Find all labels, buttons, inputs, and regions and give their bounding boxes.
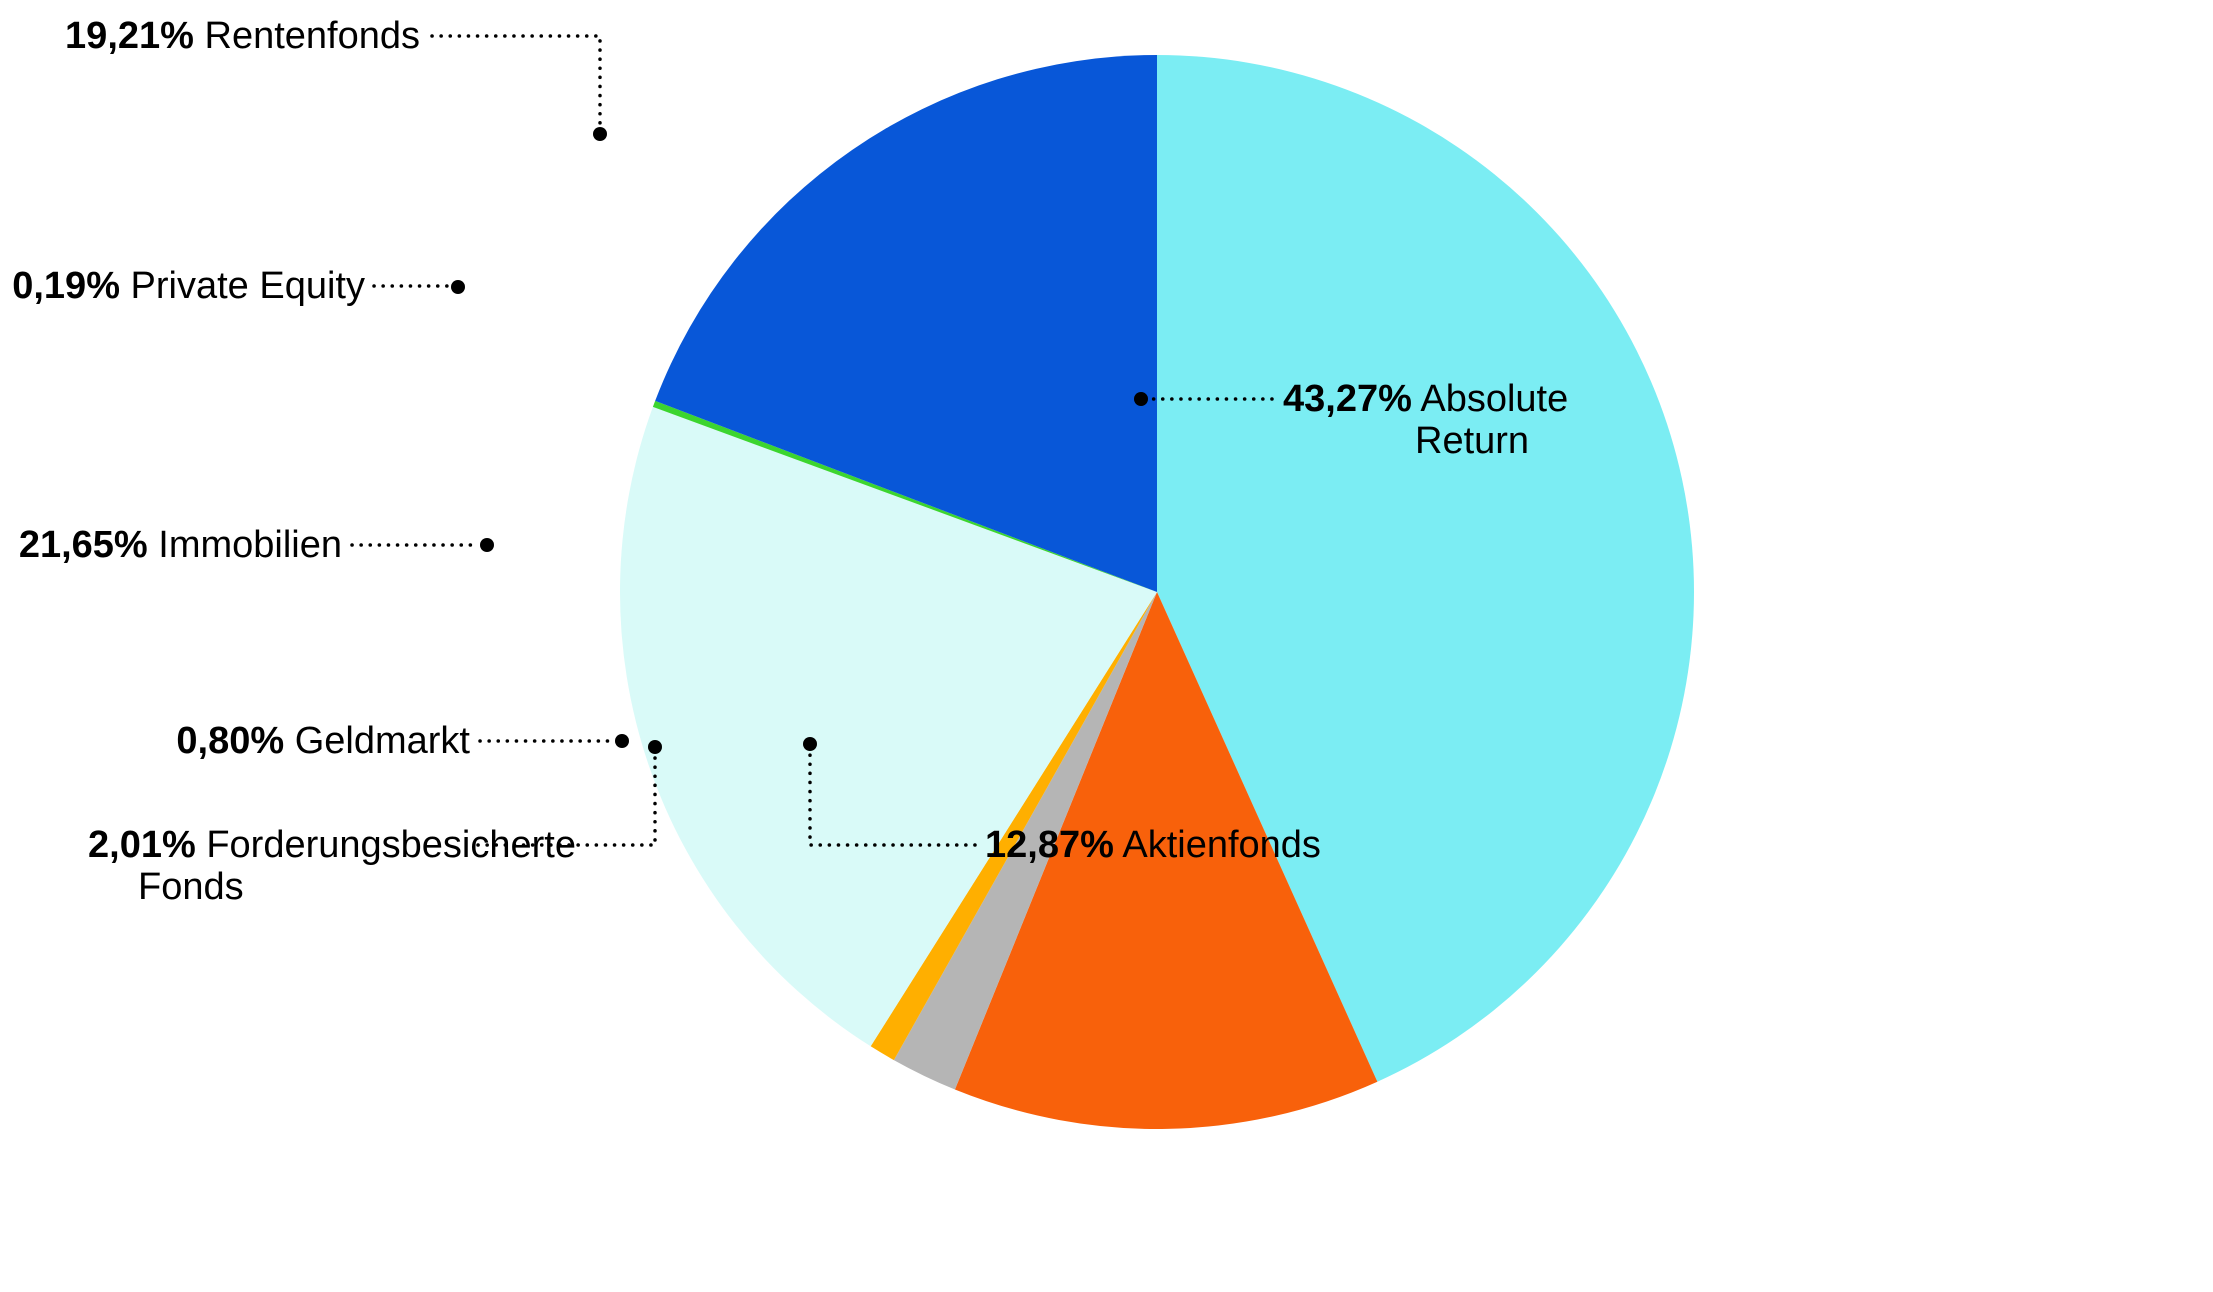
callout-absolute-return-pct: 43,27% (1283, 378, 1412, 420)
callout-immobilien: 21,65% Immobilien (19, 524, 342, 566)
callout-forderungsbesicherte-pct: 2,01% (88, 824, 196, 866)
callout-rentenfonds: 19,21% Rentenfonds (65, 15, 420, 57)
leader-line-rentenfonds (430, 34, 602, 128)
callout-aktienfonds-label: Aktienfonds (1122, 824, 1321, 866)
leader-dot-immobilien (480, 538, 494, 552)
callout-forderungsbesicherte-label-line2: Fonds (138, 866, 244, 908)
pie-slice-rentenfonds (655, 54, 1157, 592)
pie-slice-aktienfonds (954, 592, 1378, 1129)
leader-line-forderungsbesicherte-fonds (476, 755, 657, 847)
callout-absolute-return-label: Absolute (1420, 378, 1569, 420)
pie-slice-absolute-return (1157, 55, 1695, 1082)
callout-absolute-return-label-line2: Return (1415, 420, 1530, 462)
pie-slice-forderungsbesicherte-fonds (893, 592, 1157, 1090)
leader-dot-private-equity (451, 280, 465, 294)
callout-immobilien-pct: 21,65% (18, 524, 148, 566)
callout-private-equity-pct: 0,19% (12, 265, 120, 307)
callout-forderungsbesicherte-fonds: 2,01% Forderungsbesicherte Fonds (88, 824, 576, 908)
pie-slice-immobilien (620, 406, 1157, 1047)
callout-aktienfonds: 12,87% Aktienfonds (985, 824, 1321, 866)
callout-rentenfonds-pct: 19,21% (65, 15, 194, 57)
callout-rentenfonds-label: Rentenfonds (204, 15, 421, 57)
callout-geldmarkt-pct: 0,80% (176, 720, 285, 762)
callout-absolute-return: 43,27% Absolute Return (1283, 378, 1568, 462)
leader-dot-aktienfonds (803, 737, 817, 751)
pie-slice-private-equity (652, 400, 1157, 592)
leader-dot-absolute-return (1134, 392, 1148, 406)
callout-private-equity: 0,19% Private Equity (12, 265, 365, 307)
callout-geldmarkt: 0,80% Geldmarkt (176, 720, 470, 762)
pie-slice-geldmarkt (870, 592, 1157, 1061)
leader-dot-forderungsbesicherte-fonds (648, 740, 662, 754)
callout-private-equity-label: Private Equity (130, 265, 365, 307)
leader-dot-rentenfonds (593, 127, 607, 141)
callout-immobilien-label: Immobilien (158, 524, 342, 566)
leader-line-aktienfonds (808, 752, 977, 847)
leader-dot-geldmarkt (615, 734, 629, 748)
callout-aktienfonds-pct: 12,87% (985, 824, 1114, 866)
callout-forderungsbesicherte-label: Forderungsbesicherte (206, 824, 576, 866)
callout-geldmarkt-label: Geldmarkt (294, 720, 470, 762)
